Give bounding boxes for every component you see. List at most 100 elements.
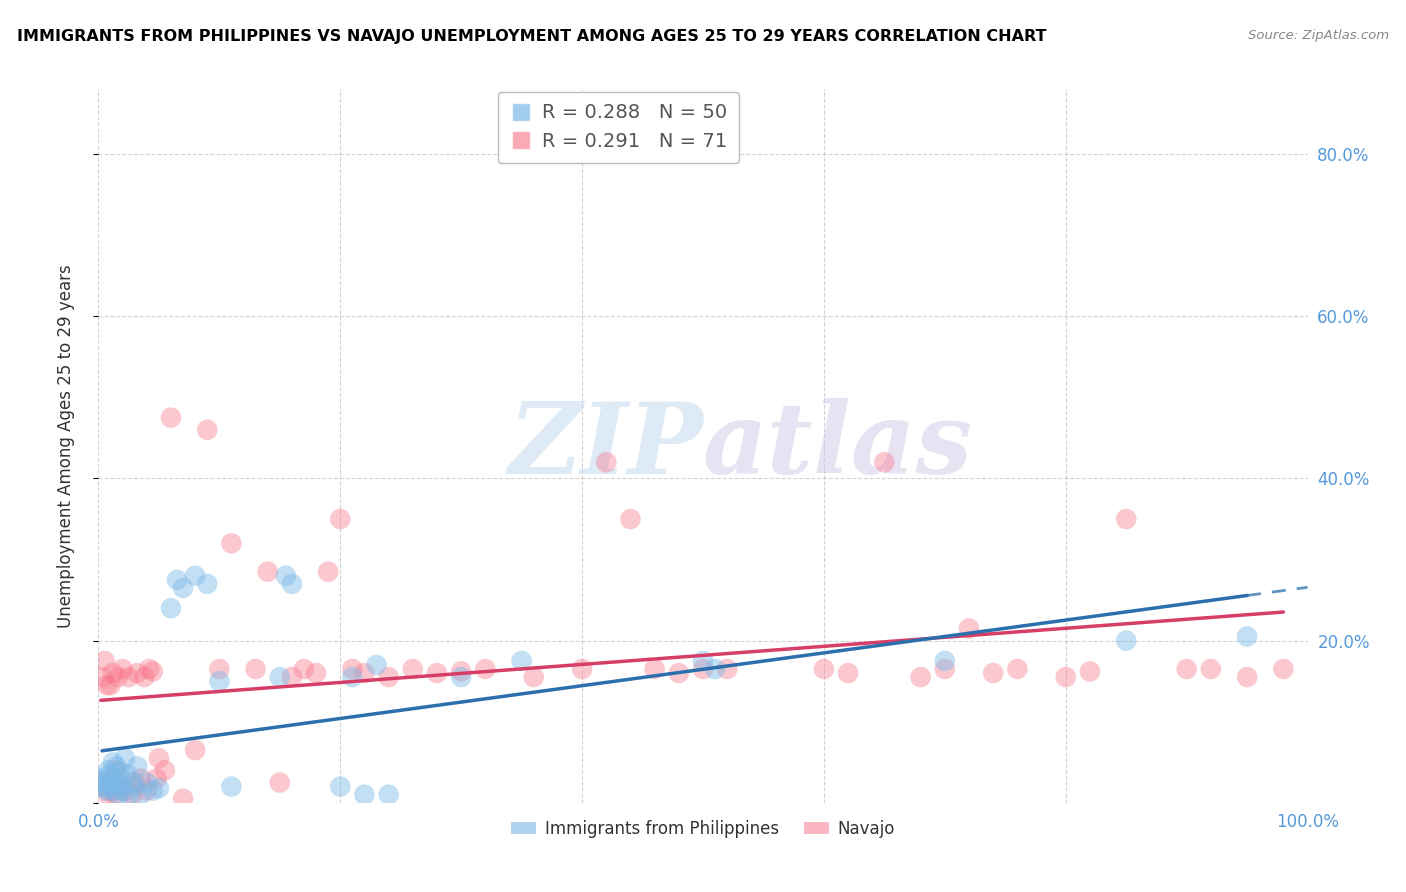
Point	[644, 662, 666, 676]
Text: Source: ZipAtlas.com: Source: ZipAtlas.com	[1249, 29, 1389, 42]
Point	[619, 512, 641, 526]
Point	[98, 783, 121, 797]
Point	[1054, 670, 1077, 684]
Point	[124, 780, 146, 794]
Point	[274, 568, 297, 582]
Point	[114, 783, 136, 797]
Point	[208, 674, 231, 689]
Point	[1199, 662, 1222, 676]
Point	[94, 781, 117, 796]
Point	[837, 666, 859, 681]
Point	[704, 662, 727, 676]
Text: IMMIGRANTS FROM PHILIPPINES VS NAVAJO UNEMPLOYMENT AMONG AGES 25 TO 29 YEARS COR: IMMIGRANTS FROM PHILIPPINES VS NAVAJO UN…	[17, 29, 1046, 44]
Point	[100, 773, 122, 788]
Point	[450, 670, 472, 684]
Point	[138, 662, 160, 676]
Point	[269, 670, 291, 684]
Point	[108, 780, 131, 794]
Point	[148, 751, 170, 765]
Point	[1078, 665, 1101, 679]
Point	[108, 764, 131, 779]
Point	[148, 781, 170, 796]
Point	[981, 666, 1004, 681]
Point	[93, 780, 115, 794]
Point	[101, 756, 124, 770]
Point	[96, 783, 118, 797]
Point	[208, 662, 231, 676]
Point	[426, 666, 449, 681]
Point	[184, 568, 207, 582]
Point	[716, 662, 738, 676]
Point	[160, 410, 183, 425]
Point	[127, 666, 149, 681]
Point	[1236, 630, 1258, 644]
Point	[692, 662, 714, 676]
Point	[329, 780, 352, 794]
Point	[153, 764, 176, 778]
Point	[110, 780, 132, 794]
Point	[145, 772, 167, 786]
Point	[221, 536, 243, 550]
Point	[342, 670, 364, 684]
Point	[377, 670, 399, 684]
Point	[104, 788, 127, 802]
Point	[316, 565, 339, 579]
Point	[281, 577, 304, 591]
Point	[142, 783, 165, 797]
Point	[195, 577, 218, 591]
Point	[523, 670, 546, 684]
Point	[104, 775, 127, 789]
Point	[281, 670, 304, 684]
Point	[118, 670, 141, 684]
Point	[134, 670, 156, 684]
Point	[91, 670, 114, 684]
Point	[114, 751, 136, 765]
Text: atlas: atlas	[703, 398, 973, 494]
Point	[121, 775, 143, 789]
Point	[129, 788, 152, 802]
Point	[117, 767, 139, 781]
Point	[668, 666, 690, 681]
Point	[105, 759, 128, 773]
Point	[127, 759, 149, 773]
Text: ZIP: ZIP	[508, 398, 703, 494]
Point	[813, 662, 835, 676]
Point	[107, 788, 129, 802]
Point	[103, 783, 125, 797]
Point	[111, 662, 134, 676]
Point	[166, 573, 188, 587]
Point	[934, 662, 956, 676]
Point	[329, 512, 352, 526]
Point	[305, 666, 328, 681]
Point	[90, 775, 112, 789]
Point	[91, 775, 114, 789]
Point	[124, 775, 146, 789]
Point	[135, 775, 157, 789]
Point	[1236, 670, 1258, 684]
Y-axis label: Unemployment Among Ages 25 to 29 years: Unemployment Among Ages 25 to 29 years	[56, 264, 75, 628]
Point	[873, 455, 896, 469]
Point	[100, 678, 122, 692]
Point	[245, 662, 267, 676]
Point	[96, 678, 118, 692]
Point	[1115, 512, 1137, 526]
Point	[172, 791, 194, 805]
Point	[129, 772, 152, 786]
Point	[91, 772, 114, 786]
Point	[910, 670, 932, 684]
Point	[105, 764, 128, 778]
Point	[221, 780, 243, 794]
Point	[692, 654, 714, 668]
Point	[292, 662, 315, 676]
Point	[100, 780, 122, 794]
Point	[595, 455, 617, 469]
Point	[377, 788, 399, 802]
Point	[366, 657, 388, 672]
Point	[118, 788, 141, 802]
Point	[450, 665, 472, 679]
Point	[184, 743, 207, 757]
Point	[97, 764, 120, 778]
Point	[402, 662, 425, 676]
Point	[97, 788, 120, 802]
Legend: Immigrants from Philippines, Navajo: Immigrants from Philippines, Navajo	[505, 814, 901, 845]
